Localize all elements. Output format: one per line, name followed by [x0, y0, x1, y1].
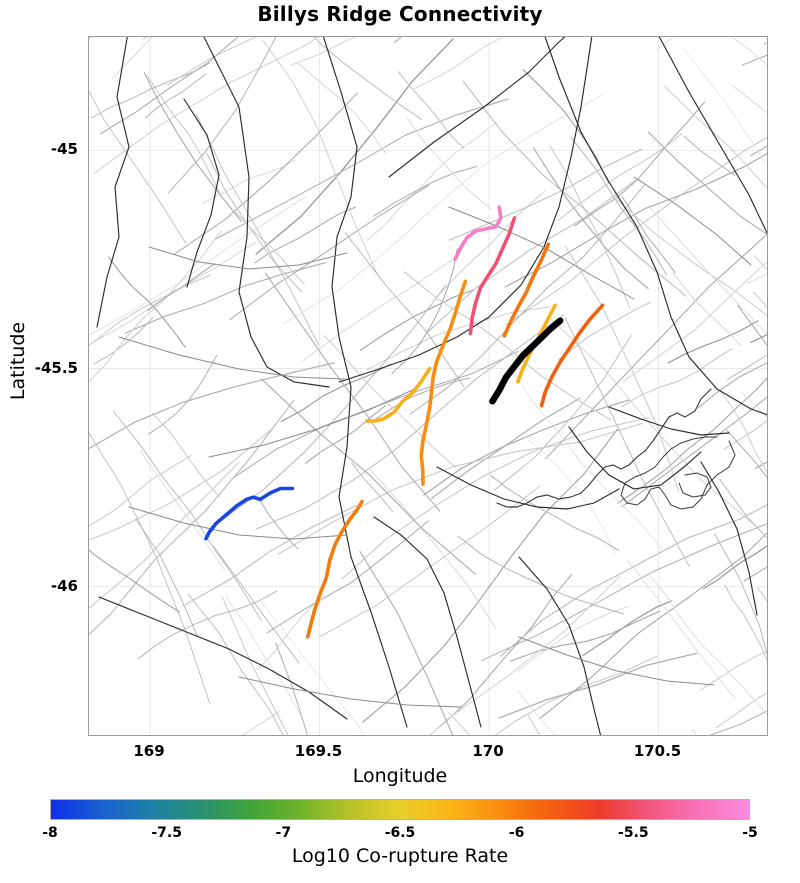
map-canvas [89, 37, 767, 735]
connected-fault-traces [204, 205, 605, 639]
x-axis-tick-label: 169 [133, 742, 165, 760]
background-fault-traces [89, 37, 767, 735]
fault-trace-f1 [453, 205, 503, 262]
colorbar-tick-label: -7.5 [151, 825, 182, 841]
fault-trace-f9 [204, 486, 295, 541]
fault-trace-f7 [365, 366, 432, 423]
colorbar-tick-label: -6.5 [384, 825, 416, 841]
colorbar-tick-label: -7 [275, 825, 292, 841]
fault-trace-f8 [305, 499, 364, 639]
x-axis-tick-label: 170.5 [633, 742, 682, 760]
y-axis-tick-label: -45.5 [34, 358, 78, 377]
colorbar-label: Log10 Co-rupture Rate [291, 845, 509, 867]
fault-trace-f3 [502, 242, 551, 338]
y-axis-label: Latitude [7, 321, 29, 401]
x-axis-label: Longitude [352, 765, 448, 787]
map-plot-area [88, 36, 768, 736]
colorbar-tick-label: -5 [742, 825, 758, 841]
colorbar [50, 799, 750, 820]
y-axis-tick-label: -45 [50, 140, 78, 159]
chart-title: Billys Ridge Connectivity [257, 2, 543, 26]
source-fault-trace [489, 317, 564, 405]
fault-trace-f6 [419, 279, 468, 486]
y-axis-tick-label: -46 [50, 576, 78, 595]
fault-trace-f2 [468, 216, 517, 336]
fault-trace-f5 [539, 303, 605, 408]
colorbar-tick-label: -8 [42, 825, 58, 841]
colorbar-tick-label: -5.5 [618, 825, 649, 841]
x-axis-tick-label: 169.5 [294, 742, 343, 760]
colorbar-tick-label: -6 [508, 825, 525, 841]
x-axis-tick-label: 170 [472, 742, 504, 760]
